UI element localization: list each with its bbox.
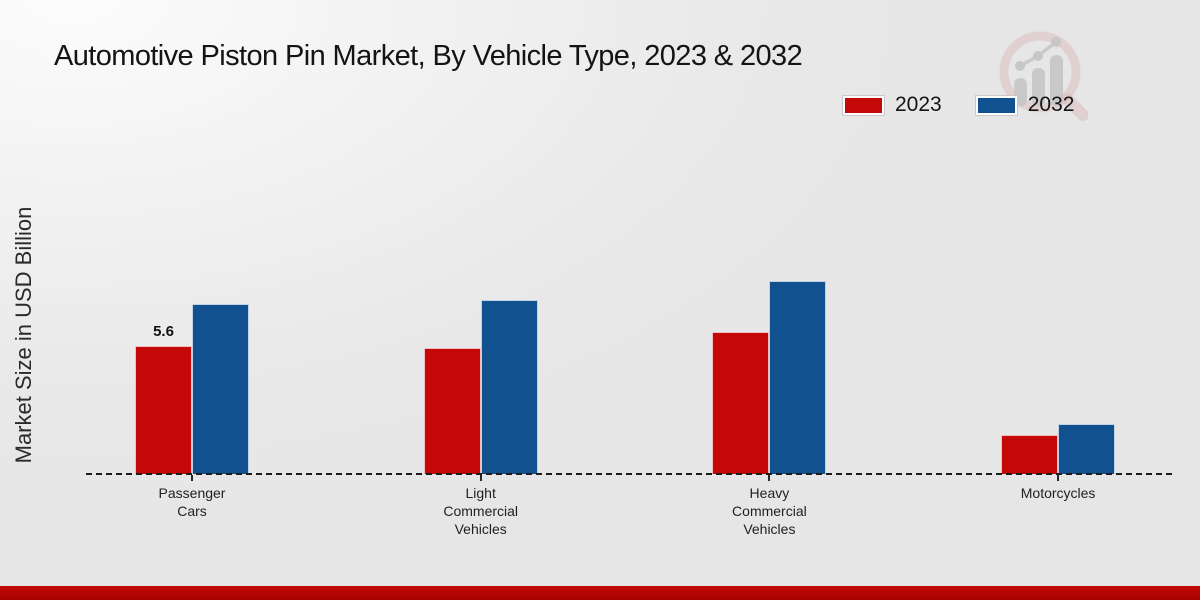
bar-2023-cat3: [1001, 435, 1059, 474]
bar-2032-cat2: [769, 281, 827, 474]
legend-item-2023: 2023: [842, 93, 942, 117]
bar-2032-cat3: [1058, 423, 1116, 474]
footer-accent-strip: [0, 586, 1200, 600]
bar-2032-cat0: [192, 304, 249, 474]
x-axis-category-label: Motorcycles: [1020, 485, 1096, 501]
bar-2023-cat0: [135, 345, 192, 474]
bar-2032-cat1: [480, 299, 538, 474]
x-axis-category-label: Heavy Commercial Vehicles: [732, 485, 807, 537]
x-axis-category-label: Passenger Cars: [158, 485, 226, 519]
x-axis-tick: [768, 475, 771, 481]
legend: 2023 2032: [842, 93, 1075, 117]
legend-label-2023: 2023: [895, 93, 942, 116]
x-axis-tick: [191, 475, 193, 481]
legend-label-2032: 2032: [1027, 93, 1075, 116]
bar-value-label: 5.6: [153, 322, 174, 340]
legend-swatch-2023: [842, 94, 885, 116]
legend-item-2032: 2032: [974, 93, 1075, 117]
bar-2023-cat1: [423, 347, 481, 474]
magnifier-bar-chart-watermark-icon: [999, 31, 1088, 121]
x-axis-tick: [1057, 475, 1060, 481]
x-axis-baseline: [86, 473, 1172, 475]
x-axis-tick: [479, 475, 482, 481]
bar-2023-cat2: [712, 331, 770, 474]
legend-swatch-2032: [974, 94, 1018, 116]
chart-title: Automotive Piston Pin Market, By Vehicle…: [54, 40, 803, 72]
x-axis-category-label: Light Commercial Vehicles: [443, 485, 519, 537]
y-axis-label: Market Size in USD Billion: [11, 206, 36, 464]
